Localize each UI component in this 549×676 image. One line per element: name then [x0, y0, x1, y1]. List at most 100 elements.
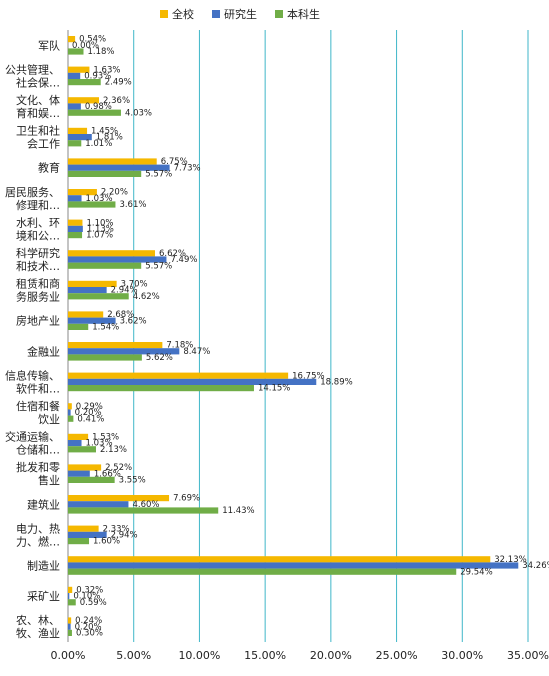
data-label: 32.13%: [494, 555, 526, 565]
bar: [68, 287, 107, 294]
legend-swatch-undergraduate: [275, 10, 283, 18]
data-label: 3.61%: [119, 200, 146, 210]
data-label: 2.49%: [105, 78, 132, 88]
bar: [68, 158, 157, 165]
bar: [68, 342, 163, 349]
data-label: 4.62%: [133, 292, 160, 302]
category-label: 务服务业: [16, 291, 60, 304]
category-label: 育和娱…: [16, 106, 60, 120]
legend-label-graduate: 研究生: [224, 8, 257, 21]
data-label: 2.68%: [107, 310, 134, 320]
bar: [68, 317, 116, 324]
data-label: 34.26%: [522, 561, 549, 571]
bar: [68, 525, 99, 532]
data-label: 0.41%: [77, 414, 104, 424]
bar: [68, 446, 96, 453]
data-label: 1.07%: [86, 231, 113, 241]
bar: [68, 409, 71, 416]
data-label: 16.75%: [292, 371, 324, 381]
bar: [68, 109, 121, 116]
bar: [68, 262, 142, 269]
category-label: 建筑业: [27, 497, 60, 511]
bar: [68, 48, 84, 55]
category-label: 修理和…: [16, 198, 60, 212]
bar: [68, 323, 89, 330]
category-label: 和技术…: [16, 260, 60, 273]
category-label: 租赁和商: [16, 277, 60, 291]
x-tick-label: 25.00%: [376, 649, 418, 662]
bar: [68, 311, 104, 318]
legend-swatch-graduate: [212, 10, 220, 18]
category-label: 仓储和…: [16, 443, 60, 457]
legend: 全校 研究生 本科生: [160, 6, 320, 22]
bar: [68, 433, 89, 440]
bar: [68, 232, 83, 239]
bar: [68, 293, 129, 300]
category-label: 信息传输、: [5, 368, 60, 382]
category-label: 电力、热: [16, 522, 60, 535]
data-label: 1.54%: [92, 323, 119, 333]
data-label: 0.20%: [75, 622, 102, 632]
data-label: 1.18%: [88, 47, 115, 57]
category-label: 会工作: [27, 138, 60, 151]
data-label: 0.10%: [73, 592, 100, 602]
category-label: 金融业: [27, 344, 60, 358]
data-label: 0.30%: [76, 629, 103, 639]
data-label: 1.10%: [86, 218, 113, 228]
x-tick-label: 10.00%: [178, 649, 220, 662]
bar: [68, 103, 81, 110]
legend-item-graduate: 研究生: [212, 6, 257, 22]
data-label: 1.13%: [87, 225, 114, 235]
data-label: 6.75%: [161, 157, 188, 167]
category-label: 境和公…: [16, 228, 60, 242]
x-tick-label: 5.00%: [116, 649, 151, 662]
category-label: 软件和…: [16, 381, 60, 395]
data-label: 0.00%: [72, 41, 99, 51]
bar: [68, 507, 219, 514]
data-label: 5.62%: [146, 353, 173, 363]
data-label: 0.20%: [75, 408, 102, 418]
bar: [68, 623, 71, 630]
data-label: 5.57%: [145, 170, 172, 180]
data-label: 7.49%: [170, 255, 197, 265]
bar: [68, 250, 156, 257]
category-label: 房地产业: [16, 314, 60, 328]
bar: [68, 72, 81, 79]
bar: [68, 164, 170, 171]
bar: [68, 464, 102, 471]
data-label: 1.81%: [96, 133, 123, 143]
category-label: 制造业: [27, 559, 60, 573]
bar: [68, 134, 92, 141]
data-label: 1.53%: [92, 433, 119, 443]
data-label: 0.93%: [84, 72, 111, 82]
bar: [68, 629, 72, 636]
bar: [68, 79, 101, 86]
data-label: 2.33%: [103, 524, 130, 534]
category-label: 居民服务、: [5, 186, 60, 199]
bar: [68, 225, 83, 232]
bar: [68, 201, 116, 208]
x-tick-label: 0.00%: [51, 649, 86, 662]
data-label: 2.94%: [111, 531, 138, 541]
data-label: 0.32%: [76, 586, 103, 596]
category-label: 饮业: [38, 413, 60, 426]
bar: [68, 97, 100, 104]
data-label: 11.43%: [222, 506, 254, 516]
bar: [68, 127, 88, 134]
bar: [68, 189, 97, 196]
bar: [68, 476, 115, 483]
category-label: 卫生和社: [16, 124, 60, 138]
data-label: 4.03%: [125, 108, 152, 118]
data-label: 7.73%: [174, 163, 201, 173]
data-label: 7.18%: [166, 341, 193, 351]
data-label: 0.24%: [75, 616, 102, 626]
category-label: 牧、渔业: [16, 626, 60, 640]
x-tick-label: 20.00%: [310, 649, 352, 662]
category-label: 采矿业: [27, 590, 60, 603]
bar: [68, 280, 117, 287]
bar: [68, 593, 70, 600]
bar: [68, 568, 457, 575]
data-label: 3.70%: [121, 280, 148, 290]
bar: [68, 256, 167, 263]
